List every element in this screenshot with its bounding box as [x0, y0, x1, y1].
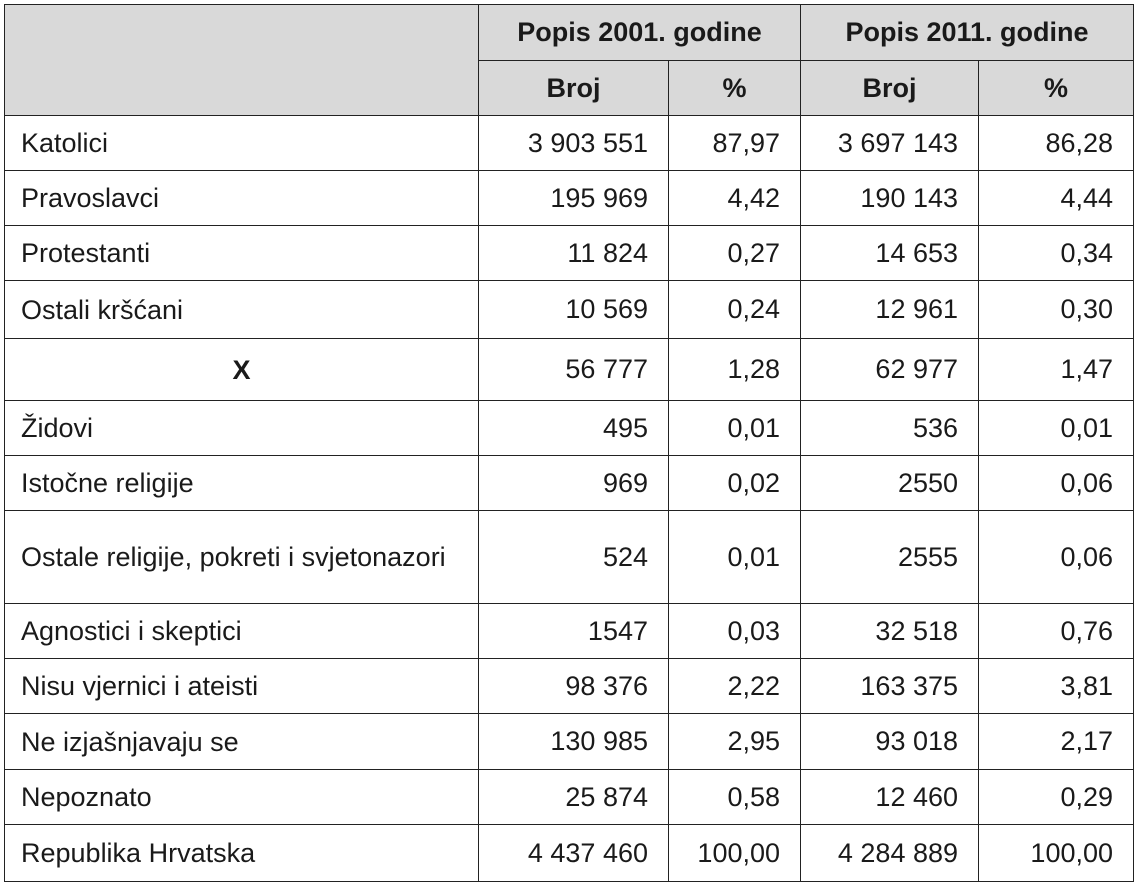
column-header: Broj [478, 60, 669, 116]
cell-value: 163 375 [800, 658, 980, 714]
row-label: Ne izjašnjavaju se [4, 713, 479, 770]
cell-value: 87,97 [667, 115, 802, 171]
cell-value: 195 969 [478, 170, 669, 226]
cell-value: 536 [800, 400, 980, 456]
cell-value: 3 903 551 [478, 115, 669, 171]
data-row: Pravoslavci 195 969 4,42 190 143 4,44 [4, 170, 1135, 226]
cell-value: 0,76 [978, 603, 1135, 659]
data-row: Agnostici i skeptici 1547 0,03 32 518 0,76 [4, 603, 1135, 659]
column-header: % [978, 60, 1135, 116]
cell-value: 2,17 [978, 713, 1135, 770]
row-label: Pravoslavci [4, 170, 479, 226]
row-label: X [4, 338, 479, 401]
cell-value: 10 569 [478, 280, 669, 339]
data-row: Ne izjašnjavaju se 130 985 2,95 93 018 2,17 [4, 713, 1135, 770]
cell-value: 2555 [800, 510, 980, 604]
cell-value: 32 518 [800, 603, 980, 659]
data-row: X 56 777 1,28 62 977 1,47 [4, 338, 1135, 401]
data-row: Katolici 3 903 551 87,97 3 697 143 86,28 [4, 115, 1135, 171]
table-header: Popis 2001. godine Popis 2011. godine Broj… [4, 4, 1135, 116]
column-header: % [667, 60, 802, 116]
cell-value: 3 697 143 [800, 115, 980, 171]
data-row: Nisu vjernici i ateisti 98 376 2,22 163 375… [4, 658, 1135, 714]
cell-value: 0,30 [978, 280, 1135, 339]
cell-value: 524 [478, 510, 669, 604]
data-row: Ostale religije, pokreti i svjetonazori 5… [4, 510, 1135, 604]
header-row: Popis 2001. godine Popis 2011. godine [4, 4, 1135, 116]
cell-value: 1547 [478, 603, 669, 659]
cell-value: 4,42 [667, 170, 802, 226]
cell-value: 130 985 [478, 713, 669, 770]
cell-value: 2,22 [667, 658, 802, 714]
cell-value: 100,00 [667, 824, 802, 882]
row-label: Nepoznato [4, 769, 479, 825]
row-label: Katolici [4, 115, 479, 171]
cell-value: 0,06 [978, 510, 1135, 604]
cell-value: 0,34 [978, 225, 1135, 281]
cell-value: 56 777 [478, 338, 669, 401]
group-header: Popis 2001. godine [477, 4, 802, 61]
column-header: Broj [800, 60, 980, 116]
data-row: Židovi 495 0,01 536 0,01 [4, 400, 1135, 456]
cell-value: 11 824 [478, 225, 669, 281]
data-row: Republika Hrvatska 4 437 460 100,00 4 284 8… [4, 824, 1135, 882]
row-label: Agnostici i skeptici [4, 603, 479, 659]
group-header: Popis 2011. godine [800, 4, 1135, 61]
cell-value: 190 143 [800, 170, 980, 226]
data-row: Protestanti 11 824 0,27 14 653 0,34 [4, 225, 1135, 281]
cell-value: 0,01 [667, 400, 802, 456]
cell-value: 4,44 [978, 170, 1135, 226]
data-row: Ostali kršćani 10 569 0,24 12 961 0,30 [4, 280, 1135, 339]
row-label: Ostale religije, pokreti i svjetonazori [4, 510, 479, 604]
cell-value: 2550 [800, 455, 980, 511]
cell-value: 0,02 [667, 455, 802, 511]
cell-value: 2,95 [667, 713, 802, 770]
cell-value: 93 018 [800, 713, 980, 770]
row-label: Republika Hrvatska [4, 824, 479, 882]
cell-value: 3,81 [978, 658, 1135, 714]
cell-value: 14 653 [800, 225, 980, 281]
cell-value: 4 284 889 [800, 824, 980, 882]
row-label: Ostali kršćani [4, 280, 479, 339]
row-label: Židovi [4, 400, 479, 456]
cell-value: 25 874 [478, 769, 669, 825]
row-label: Istočne religije [4, 455, 479, 511]
cell-value: 0,58 [667, 769, 802, 825]
data-row: Istočne religije 969 0,02 2550 0,06 [4, 455, 1135, 511]
data-row: Nepoznato 25 874 0,58 12 460 0,29 [4, 769, 1135, 825]
cell-value: 495 [478, 400, 669, 456]
cell-value: 0,27 [667, 225, 802, 281]
cell-value: 100,00 [978, 824, 1135, 882]
cell-value: 969 [478, 455, 669, 511]
subheader-row: Broj% Broj% [5, 60, 1135, 116]
row-label: Protestanti [4, 225, 479, 281]
corner-cell [4, 4, 479, 116]
cell-value: 98 376 [478, 658, 669, 714]
cell-value: 4 437 460 [478, 824, 669, 882]
cell-value: 1,47 [978, 338, 1135, 401]
table-body: Katolici 3 903 551 87,97 3 697 143 86,28 Prav… [4, 115, 1135, 882]
religion-table: Popis 2001. godine Popis 2011. godine Broj… [4, 4, 1135, 882]
cell-value: 0,01 [978, 400, 1135, 456]
cell-value: 0,24 [667, 280, 802, 339]
cell-value: 86,28 [978, 115, 1135, 171]
cell-value: 0,29 [978, 769, 1135, 825]
row-label: Nisu vjernici i ateisti [4, 658, 479, 714]
cell-value: 0,01 [667, 510, 802, 604]
cell-value: 0,06 [978, 455, 1135, 511]
cell-value: 12 460 [800, 769, 980, 825]
cell-value: 62 977 [800, 338, 980, 401]
cell-value: 12 961 [800, 280, 980, 339]
cell-value: 0,03 [667, 603, 802, 659]
cell-value: 1,28 [667, 338, 802, 401]
